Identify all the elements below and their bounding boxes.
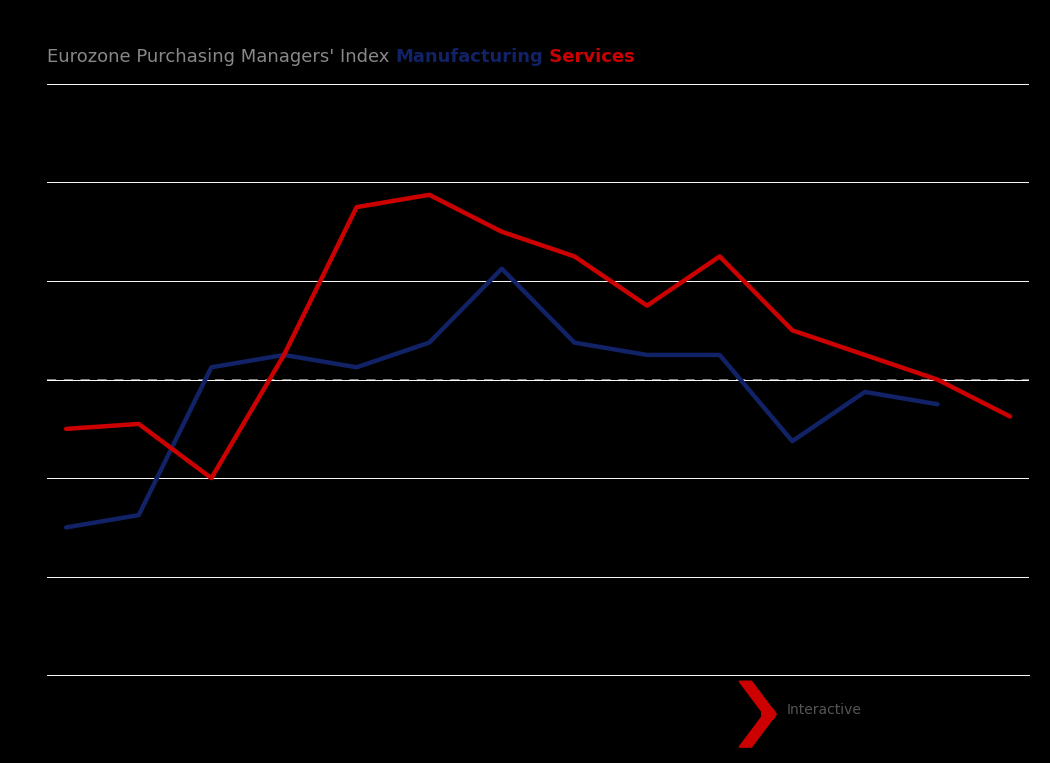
Circle shape <box>761 708 775 720</box>
Text: Interactive: Interactive <box>788 703 862 717</box>
Text: Manufacturing: Manufacturing <box>396 48 543 66</box>
Polygon shape <box>739 681 776 747</box>
Text: Eurozone Purchasing Managers' Index: Eurozone Purchasing Managers' Index <box>47 48 396 66</box>
Text: Brokers: Brokers <box>788 723 847 738</box>
Text: Services: Services <box>543 48 635 66</box>
